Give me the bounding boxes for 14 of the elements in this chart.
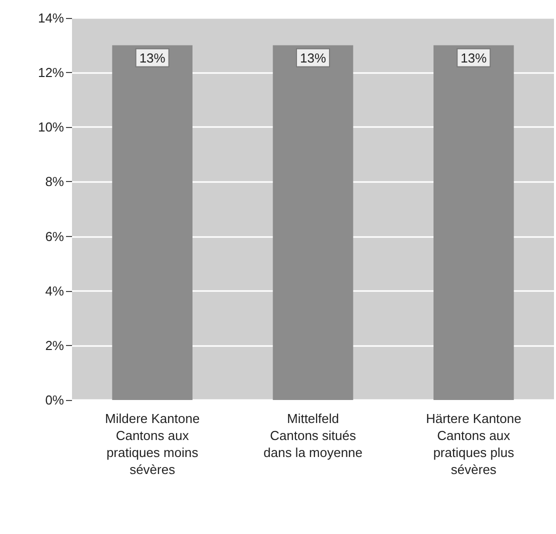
y-tick-label: 14% (38, 10, 64, 26)
x-tick-label: Härtere Kantone Cantons aux pratiques plus sévères (426, 411, 522, 477)
y-tick-label: 8% (45, 174, 64, 190)
y-tick-label: 12% (38, 65, 64, 80)
y-tick-label: 2% (45, 338, 64, 353)
y-tick-label: 6% (45, 228, 64, 244)
y-tick-label: 10% (38, 120, 64, 135)
data-label: 13% (300, 50, 326, 66)
y-tick-label: 4% (45, 283, 64, 298)
data-label: 13% (460, 50, 488, 66)
x-tick-label: Mildere Kantone Cantons aux pratiques moins sévères (104, 411, 200, 477)
data-label: 13% (139, 50, 166, 66)
x-tick-label: Mittelfeld Cantons situés dans la moyenne (263, 411, 363, 460)
y-tick-label: 0% (45, 392, 64, 408)
